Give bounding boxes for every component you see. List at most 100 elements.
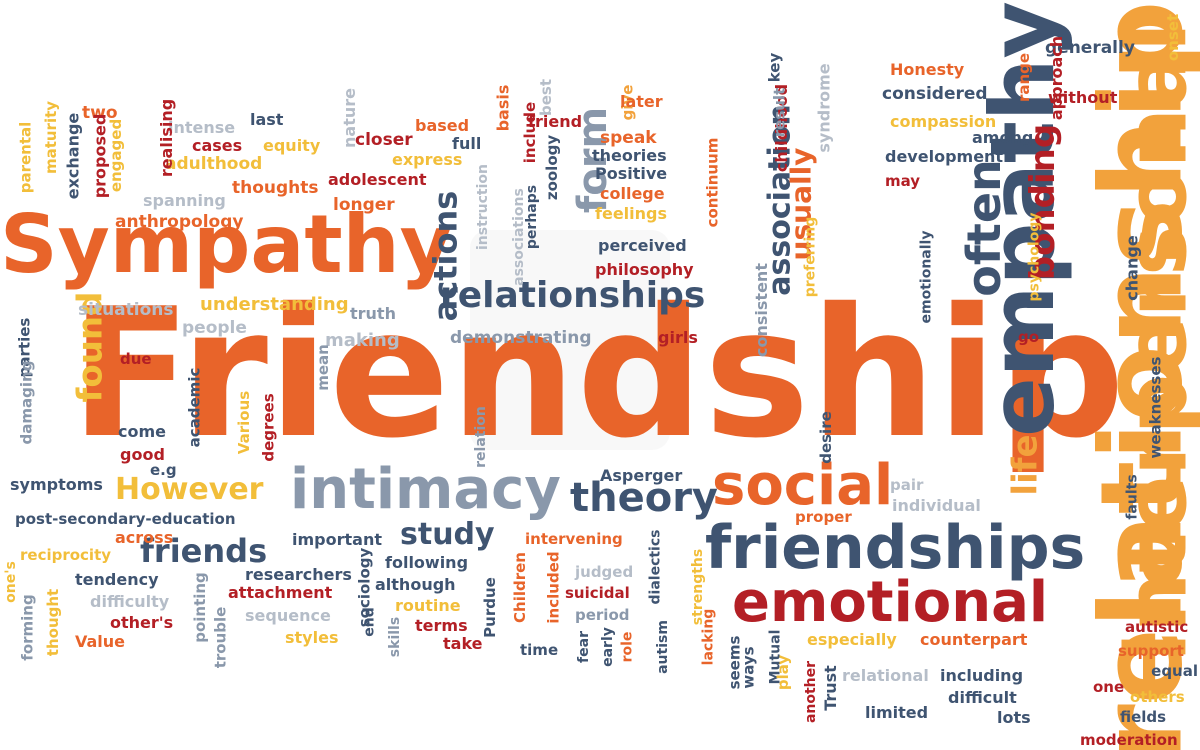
word-sympathy: Sympathy	[0, 198, 452, 291]
word-go: go	[1018, 328, 1040, 346]
word-time: time	[520, 641, 559, 659]
word-friend: friend	[528, 112, 583, 131]
word-social: social	[712, 453, 894, 518]
word-sequence: sequence	[245, 606, 331, 625]
word-styles: styles	[285, 628, 339, 647]
word-intervening: intervening	[525, 530, 623, 548]
word-theory: theory	[570, 475, 719, 521]
word-zoology: zoology	[543, 134, 562, 201]
word-express: express	[392, 150, 463, 169]
word-may: may	[885, 172, 921, 190]
word-value: Value	[75, 632, 126, 651]
word-dialectics: dialectics	[647, 529, 664, 605]
word-autistic: autistic	[1125, 618, 1189, 636]
word-moderation: moderation	[1080, 731, 1178, 749]
word-period: period	[575, 606, 630, 624]
word-autism: autism	[654, 620, 671, 674]
word-routine: routine	[395, 596, 461, 615]
word-truth: truth	[350, 304, 396, 323]
word-without: without	[1048, 88, 1118, 107]
word-last: last	[250, 110, 284, 129]
word-pair: pair	[890, 476, 924, 494]
word-perceived: perceived	[598, 236, 687, 255]
word-especially: especially	[807, 630, 897, 649]
word-often: often	[956, 159, 1011, 297]
word-engaged: engaged	[107, 118, 126, 193]
word-intimacy: intimacy	[290, 457, 561, 522]
word-friendships: friendships	[705, 513, 1086, 583]
word-life: life	[1005, 434, 1046, 496]
word-include: include	[521, 101, 540, 164]
word-asperger: Asperger	[600, 466, 683, 485]
word-including: including	[940, 666, 1024, 685]
word-attachment: attachment	[228, 583, 333, 602]
word-due: due	[120, 350, 152, 368]
word-thoughts: thoughts	[232, 178, 319, 198]
word-proper: proper	[795, 508, 852, 526]
word-purdue: Purdue	[480, 577, 499, 638]
word-come: come	[118, 422, 166, 441]
word-making: making	[325, 330, 400, 351]
word-adolescent: adolescent	[328, 170, 427, 189]
word-one-s: one's	[2, 561, 19, 603]
word-based: based	[415, 116, 470, 135]
word-suicidal: suicidal	[565, 584, 630, 602]
word-lacking: lacking	[700, 608, 717, 666]
word-one: one	[1093, 678, 1125, 696]
word-consistent: consistent	[751, 263, 771, 357]
word-friends: friends	[140, 532, 268, 570]
word-take: take	[443, 634, 483, 653]
word-other-s: other's	[110, 613, 174, 632]
word-considered: considered	[882, 84, 988, 104]
word-terms: terms	[415, 616, 468, 635]
word-end: end	[361, 607, 378, 637]
word-interpersonal: interpersonal	[1107, 22, 1200, 662]
word-among: among	[972, 128, 1034, 147]
word-proposed: proposed	[90, 113, 110, 199]
word-girls: girls	[658, 328, 698, 347]
word-equity: equity	[263, 136, 321, 155]
word-best: best	[537, 78, 556, 117]
word-friendship: Friendship	[70, 270, 1125, 477]
word-desire: desire	[816, 411, 835, 464]
word-change: change	[1122, 235, 1142, 301]
word-spanning: spanning	[143, 191, 226, 210]
word-college: college	[600, 184, 665, 203]
word-relation: relation	[472, 406, 489, 468]
word-instruction: instruction	[475, 163, 492, 251]
word-support: support	[1118, 642, 1184, 660]
word-weaknesses: weaknesses	[1146, 356, 1165, 459]
word-realising: realising	[157, 98, 177, 178]
word-key: key	[765, 52, 784, 83]
word-development: development	[885, 147, 1004, 166]
word-others: others	[1130, 688, 1185, 706]
word-exchange: exchange	[63, 112, 83, 200]
word-relationships: relationships	[440, 275, 706, 316]
word-role: role	[619, 631, 636, 663]
word-honesty: Honesty	[890, 60, 965, 79]
word-longer: longer	[333, 195, 395, 215]
word-continuum: continuum	[703, 137, 722, 228]
word-early: early	[599, 627, 616, 667]
word-maturity: maturity	[42, 100, 61, 175]
word-intense: intense	[168, 118, 236, 137]
word-parental: parental	[16, 121, 35, 194]
word-trust: Trust	[820, 665, 840, 711]
word-individual: individual	[892, 496, 981, 515]
word-thought: thought	[44, 588, 63, 657]
word-demonstrating: demonstrating	[450, 328, 592, 348]
word-judged: judged	[575, 563, 634, 581]
word-post-secondary-education: post-secondary-education	[15, 510, 236, 528]
word-actions: actions	[426, 190, 465, 322]
word-mean: mean	[313, 344, 332, 391]
word-range: range	[1015, 52, 1034, 103]
word-researchers: researchers	[245, 565, 352, 584]
word-approach: approach	[1047, 35, 1067, 121]
word-people: people	[182, 318, 247, 338]
word-anthropology: anthropology	[115, 212, 244, 232]
word-various: Various	[235, 390, 254, 455]
word-ways: ways	[739, 646, 758, 689]
word-counterpart: counterpart	[920, 630, 1028, 649]
word-basis: basis	[493, 84, 513, 132]
word-play: play	[774, 654, 793, 691]
